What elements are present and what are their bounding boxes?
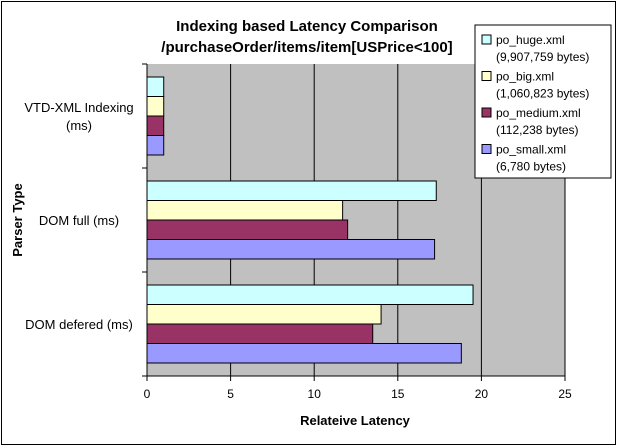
category-label: VTD-XML Indexing (ms): [24, 100, 133, 133]
bar: [146, 239, 436, 260]
legend: po_huge.xml (9,907,759 bytes) po_big.xml (1…: [474, 24, 612, 179]
legend-swatch: [481, 144, 492, 154]
legend-entry-line: po_medium.xml: [496, 106, 581, 120]
bar: [146, 96, 165, 117]
axes: [142, 63, 566, 381]
x-tick-label: 0: [144, 387, 151, 401]
legend-swatch: [481, 71, 492, 81]
x-tick-label: 10: [308, 387, 322, 401]
chart-subtitle: /purchaseOrder/items/item[USPrice<100]: [161, 39, 452, 56]
legend-swatch: [481, 34, 492, 45]
bar: [146, 115, 165, 136]
legend-box: [474, 24, 612, 179]
category-label-line: (ms): [66, 118, 92, 133]
bar: [146, 76, 165, 97]
bar: [146, 135, 165, 156]
category-label-line: DOM defered (ms): [25, 317, 133, 332]
legend-entry-line: po_huge.xml: [496, 33, 565, 47]
bar: [146, 304, 382, 325]
category-label-line: VTD-XML Indexing: [24, 100, 133, 115]
bar: [146, 343, 462, 364]
legend-entry-line: po_small.xml: [496, 143, 566, 157]
x-axis-label: Relateive Latency: [300, 413, 411, 428]
x-tick-label: 25: [558, 387, 572, 401]
legend-entry-line: (112,238 bytes): [496, 123, 579, 137]
bar: [146, 180, 437, 201]
category-label: DOM full (ms): [39, 213, 119, 228]
labels: 0 5 10 15 20 25 VTD-XML Indexing (ms) DOM full (…: [24, 100, 572, 401]
category-label: DOM defered (ms): [25, 317, 133, 332]
legend-swatch: [481, 107, 492, 118]
bar: [146, 200, 344, 221]
legend-entry-line: (6,780 bytes): [496, 160, 566, 174]
bar: [146, 219, 349, 240]
legend-entry-line: po_big.xml: [496, 70, 554, 84]
legend-entry: po_medium.xml (112,238 bytes): [496, 106, 581, 137]
legend-entry-line: (9,907,759 bytes): [496, 50, 589, 64]
category-label-line: DOM full (ms): [39, 213, 119, 228]
x-tick-label: 20: [475, 387, 489, 401]
legend-entry-line: (1,060,823 bytes): [496, 87, 589, 101]
bar: [146, 323, 374, 344]
x-tick-label: 5: [227, 387, 234, 401]
legend-entry: po_big.xml (1,060,823 bytes): [496, 70, 589, 101]
bar: [146, 284, 474, 305]
chart-title: Indexing based Latency Comparison: [176, 18, 438, 35]
y-axis-label: Parser Type: [10, 183, 25, 256]
legend-entry: po_huge.xml (9,907,759 bytes): [496, 33, 589, 64]
bars: [146, 76, 474, 364]
legend-entry: po_small.xml (6,780 bytes): [496, 143, 566, 174]
x-tick-label: 15: [391, 387, 405, 401]
